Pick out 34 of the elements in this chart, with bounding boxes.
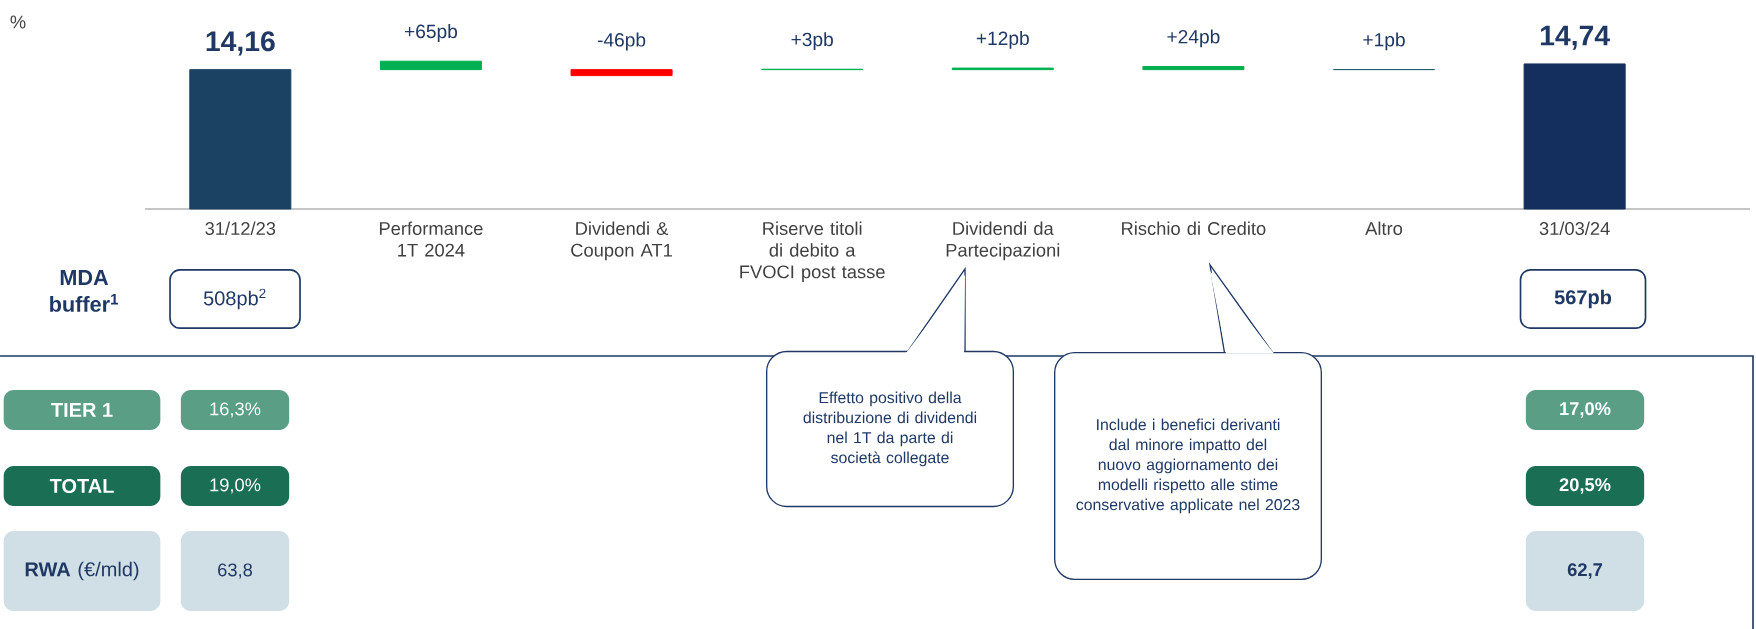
- x-tick-label: 31/03/24: [1539, 221, 1610, 236]
- text: 19,0%: [210, 478, 261, 494]
- text: TIER 1: [51, 403, 113, 417]
- text: 62,7: [1567, 563, 1603, 579]
- text: 63,8: [218, 563, 253, 579]
- text: Include i benefici derivanti dal minore impatto del nuovo aggiornamento dei modelli rispetto alle stime conservative applicate nel 2023: [1076, 418, 1300, 514]
- data-label: +12pb: [976, 31, 1029, 49]
- bar: [1142, 66, 1245, 71]
- text: 567pb: [1554, 289, 1612, 309]
- text: %: [10, 15, 26, 29]
- x-tick-label: Riserve titoli di debito a FVOCI post tasse: [740, 221, 885, 282]
- text: TOTAL: [49, 478, 114, 494]
- data-label: +3pb: [791, 32, 833, 51]
- data-label: 14,74: [1540, 25, 1610, 50]
- data-label: 14,16: [206, 31, 275, 56]
- text: 17,0%: [1560, 402, 1611, 418]
- x-tick-label: Performance 1T 2024: [379, 221, 483, 257]
- data-label: +65pb: [404, 24, 458, 42]
- x-tick-label: Altro: [1365, 221, 1403, 236]
- text: RWA (€/mld): [25, 561, 139, 581]
- text: 20,5%: [1559, 478, 1611, 494]
- bar: [379, 60, 482, 71]
- data-label: +1pb: [1363, 32, 1405, 51]
- text: 16,3%: [210, 402, 261, 418]
- text: 508pb$^{2}$: [203, 288, 266, 310]
- x-tick-label: Dividendi & Coupon AT1: [571, 221, 672, 261]
- data-label: -46pb: [597, 32, 646, 51]
- bar: [570, 69, 673, 77]
- x-tick-label: Rischio di Credito: [1122, 221, 1266, 236]
- data-label: +24pb: [1167, 29, 1220, 48]
- text: MDA buffer$^{1}$: [50, 270, 119, 312]
- x-tick-label: Dividendi da Partecipazioni: [946, 221, 1060, 261]
- x-tick-label: 31/12/23: [205, 221, 276, 236]
- text: Effetto positivo della distribuzione di dividendi nel 1T da parte di società collegate: [803, 391, 977, 467]
